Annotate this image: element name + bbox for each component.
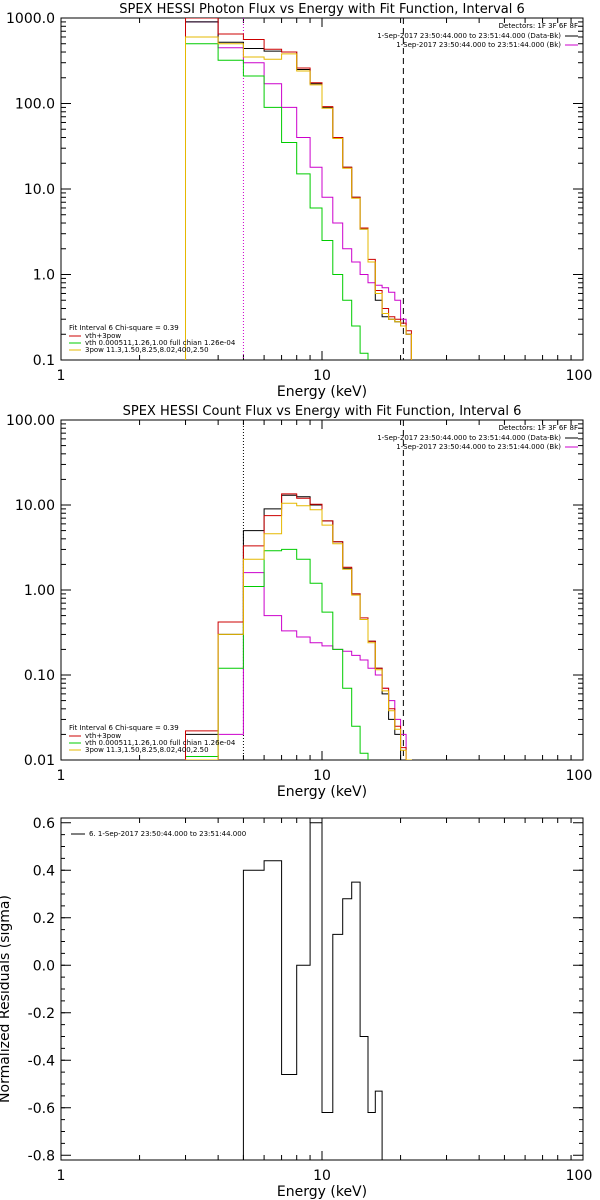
plot-area	[242, 822, 402, 1160]
x-axis-label: Energy (keV)	[277, 784, 367, 800]
chart-1: 1 10 100 0.1 1.0 10.0 100.0 1000.0 SPEX HESSI Ph…	[6, 2, 592, 400]
legend-entry-text: 1-Sep-2017 23:50:44.000 to 23:51:44.000 …	[377, 32, 561, 40]
y-tick-label: 1000.0	[6, 11, 55, 27]
y-tick-label: 10.0	[24, 182, 55, 198]
chart-title: SPEX HESSI Photon Flux vs Energy with Fi…	[119, 2, 525, 17]
x-tick-label: 10	[313, 368, 331, 384]
legend-entry-text: 6. 1-Sep-2017 23:50:44.000 to 23:51:44.0…	[89, 830, 246, 838]
y-tick-label: 1.0	[33, 268, 55, 284]
y-tick-label: -0.8	[28, 1148, 55, 1164]
legend: 6. 1-Sep-2017 23:50:44.000 to 23:51:44.0…	[71, 830, 246, 838]
plot-area	[185, 420, 412, 760]
x-axis-label: Energy (keV)	[277, 384, 367, 400]
legend-entry-text: 1-Sep-2017 23:50:44.000 to 23:51:44.000 …	[396, 41, 561, 49]
series-line-3pow	[185, 502, 412, 760]
x-tick-label: 1	[57, 768, 66, 784]
series-line-bk	[185, 21, 412, 360]
series-line-vth	[185, 548, 369, 760]
x-tick-label: 10	[313, 1168, 331, 1184]
x-tick-label: 10	[313, 768, 331, 784]
legend-header: Fit Interval 6 Chi-square = 0.39	[69, 724, 179, 732]
legend-top-right: Detectors: 1F 3F 6F 8F 1-Sep-2017 23:50:4…	[377, 424, 578, 451]
legend-entry-text: 1-Sep-2017 23:50:44.000 to 23:51:44.000 …	[396, 443, 561, 451]
series-line-bk	[185, 572, 412, 760]
y-tick-label: 0.6	[33, 816, 55, 832]
legend-entry-text: vth+3pow	[85, 332, 121, 340]
y-tick-label: 0.0	[33, 958, 55, 974]
x-tick-label: 100	[566, 1168, 593, 1184]
legend-top-right: Detectors: 1F 3F 6F 8F 1-Sep-2017 23:50:4…	[377, 22, 578, 49]
legend-entry-text: 3pow 11.3,1.50,8.25,8.02,400,2.50	[85, 346, 209, 354]
y-tick-label: 0.4	[33, 863, 55, 879]
series-line-vth-3pow	[185, 18, 412, 360]
y-tick-label: 0.1	[33, 353, 55, 369]
x-tick-label: 100	[566, 768, 593, 784]
y-tick-label: 100.0	[15, 97, 55, 113]
legend-bottom-left: Fit Interval 6 Chi-square = 0.39vth+3pow…	[69, 724, 236, 754]
y-tick-label: 100.00	[6, 413, 55, 429]
y-tick-label: 1.00	[24, 583, 55, 599]
chart-title: SPEX HESSI Count Flux vs Energy with Fit…	[123, 404, 522, 419]
legend-entry-text: vth+3pow	[85, 732, 121, 740]
y-tick-label: 10.00	[15, 498, 55, 514]
series-line-data-bk	[185, 21, 412, 360]
y-tick-label: 0.2	[33, 911, 55, 927]
y-tick-label: 0.10	[24, 668, 55, 684]
series-line-vth-3pow	[185, 493, 412, 760]
y-tick-label: 0.01	[24, 753, 55, 769]
series-line-vth	[185, 43, 369, 360]
legend-entry-text: vth 0.000511,1.26,1.00 full chian 1.26e-…	[85, 739, 236, 747]
y-tick-label: -0.6	[28, 1101, 55, 1117]
legend-bottom-left: Fit Interval 6 Chi-square = 0.39vth+3pow…	[69, 324, 236, 354]
chart-3: 1 10 100 -0.8 -0.6 -0.4 -0.2 0.0 0.2 0.4 0.6 Energy…	[0, 816, 592, 1200]
legend-entry-text: 3pow 11.3,1.50,8.25,8.02,400,2.50	[85, 746, 209, 754]
x-axis-label: Energy (keV)	[277, 1184, 367, 1200]
x-tick-label: 100	[566, 368, 593, 384]
series-line-3pow	[185, 36, 412, 360]
legend-header: Fit Interval 6 Chi-square = 0.39	[69, 324, 179, 332]
y-tick-label: -0.2	[28, 1006, 55, 1022]
chart-2: 1 10 100 0.01 0.10 1.00 10.00 100.00 SPEX HESSI …	[6, 404, 592, 800]
y-axis-label: Normalized Residuals (sigma)	[0, 895, 13, 1103]
series-line-data-bk	[185, 494, 412, 760]
legend-title: Detectors: 1F 3F 6F 8F	[499, 22, 578, 30]
series-line-6-1-sep-2017-23-50-44-000-to-23-51-44-000	[242, 822, 402, 1160]
plot-area	[185, 18, 412, 360]
x-tick-label: 1	[57, 368, 66, 384]
legend-entry-text: vth 0.000511,1.26,1.00 full chian 1.26e-…	[85, 339, 236, 347]
legend-title: Detectors: 1F 3F 6F 8F	[499, 424, 578, 432]
x-tick-label: 1	[57, 1168, 66, 1184]
y-tick-label: -0.4	[28, 1053, 55, 1069]
legend-entry-text: 1-Sep-2017 23:50:44.000 to 23:51:44.000 …	[377, 434, 561, 442]
